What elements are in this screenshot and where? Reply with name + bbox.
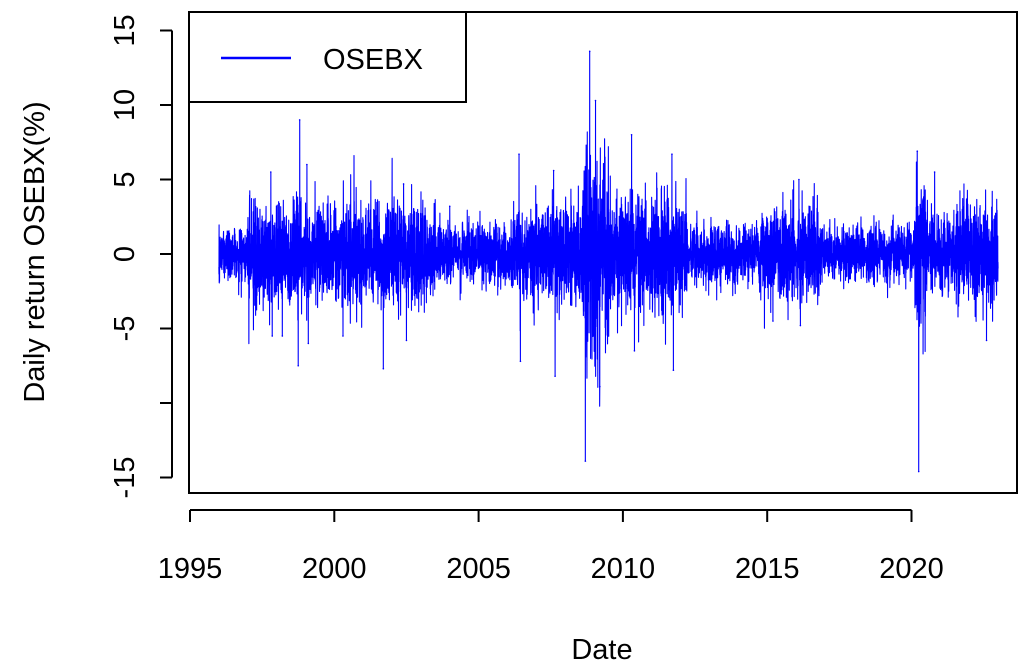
y-tick-label: -5 (109, 316, 141, 342)
x-tick-label: 2010 (591, 553, 656, 585)
extreme-point (798, 178, 800, 181)
series-layer (218, 50, 999, 473)
extreme-point (270, 171, 272, 173)
extreme-point (518, 153, 520, 155)
extreme-point (402, 183, 405, 185)
y-tick-label: 0 (109, 246, 141, 262)
extreme-point (281, 335, 284, 337)
extreme-point (588, 50, 591, 53)
x-axis-title: Date (571, 634, 632, 666)
extreme-point (671, 153, 673, 155)
extreme-point (672, 369, 675, 372)
x-tick-label: 2000 (302, 553, 367, 585)
extreme-point (594, 99, 597, 102)
extreme-point (448, 205, 451, 208)
x-tick-label: 2015 (735, 553, 800, 585)
x-axis: 1995 2000 2005 2010 2015 2020 (158, 509, 944, 585)
y-tick-label: 10 (109, 89, 141, 121)
extreme-point (307, 342, 310, 345)
y-tick-label: -15 (109, 457, 141, 499)
extreme-point (306, 163, 308, 166)
extreme-point (599, 385, 601, 388)
y-axis-title: Daily return OSEBX(%) (19, 101, 51, 402)
x-tick-label: 2020 (879, 553, 944, 585)
x-tick-label: 1995 (158, 553, 223, 585)
extreme-point (405, 339, 408, 342)
extreme-point (298, 119, 301, 121)
legend: OSEBX (188, 11, 467, 103)
plot-frame (188, 11, 1018, 494)
extreme-point (382, 367, 385, 370)
extreme-point (584, 460, 587, 462)
x-tick-label: 2005 (446, 553, 511, 585)
extreme-point (271, 335, 274, 337)
y-tick-label: 5 (109, 171, 141, 187)
extreme-point (297, 364, 300, 367)
legend-label-osebx: OSEBX (323, 44, 423, 76)
extreme-point (933, 171, 936, 173)
extreme-point (630, 134, 633, 136)
series-line-osebx (218, 50, 999, 473)
y-axis: -15 -5 0 5 10 15 (109, 14, 173, 499)
extreme-point (985, 339, 988, 342)
y-tick-label: 15 (109, 14, 141, 46)
extreme-point (633, 350, 636, 352)
extreme-point (342, 335, 344, 337)
extreme-point (916, 150, 919, 152)
extreme-point (519, 360, 522, 363)
extreme-point (772, 320, 774, 322)
plot-area (218, 50, 999, 473)
extreme-point (799, 324, 802, 327)
extreme-point (917, 470, 920, 473)
extreme-point (552, 169, 555, 172)
extreme-point (554, 375, 556, 377)
